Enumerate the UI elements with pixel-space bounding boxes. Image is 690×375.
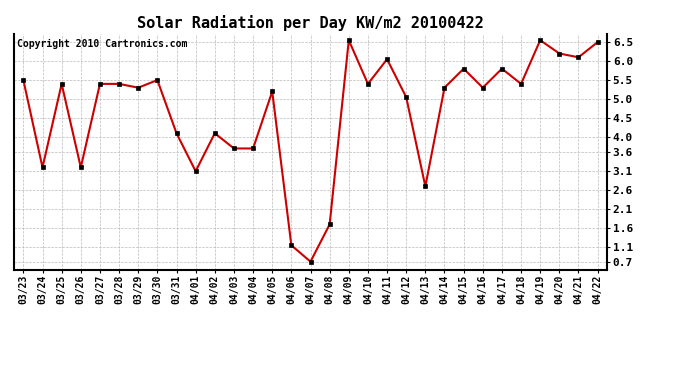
Text: Copyright 2010 Cartronics.com: Copyright 2010 Cartronics.com [17, 39, 187, 48]
Title: Solar Radiation per Day KW/m2 20100422: Solar Radiation per Day KW/m2 20100422 [137, 15, 484, 31]
